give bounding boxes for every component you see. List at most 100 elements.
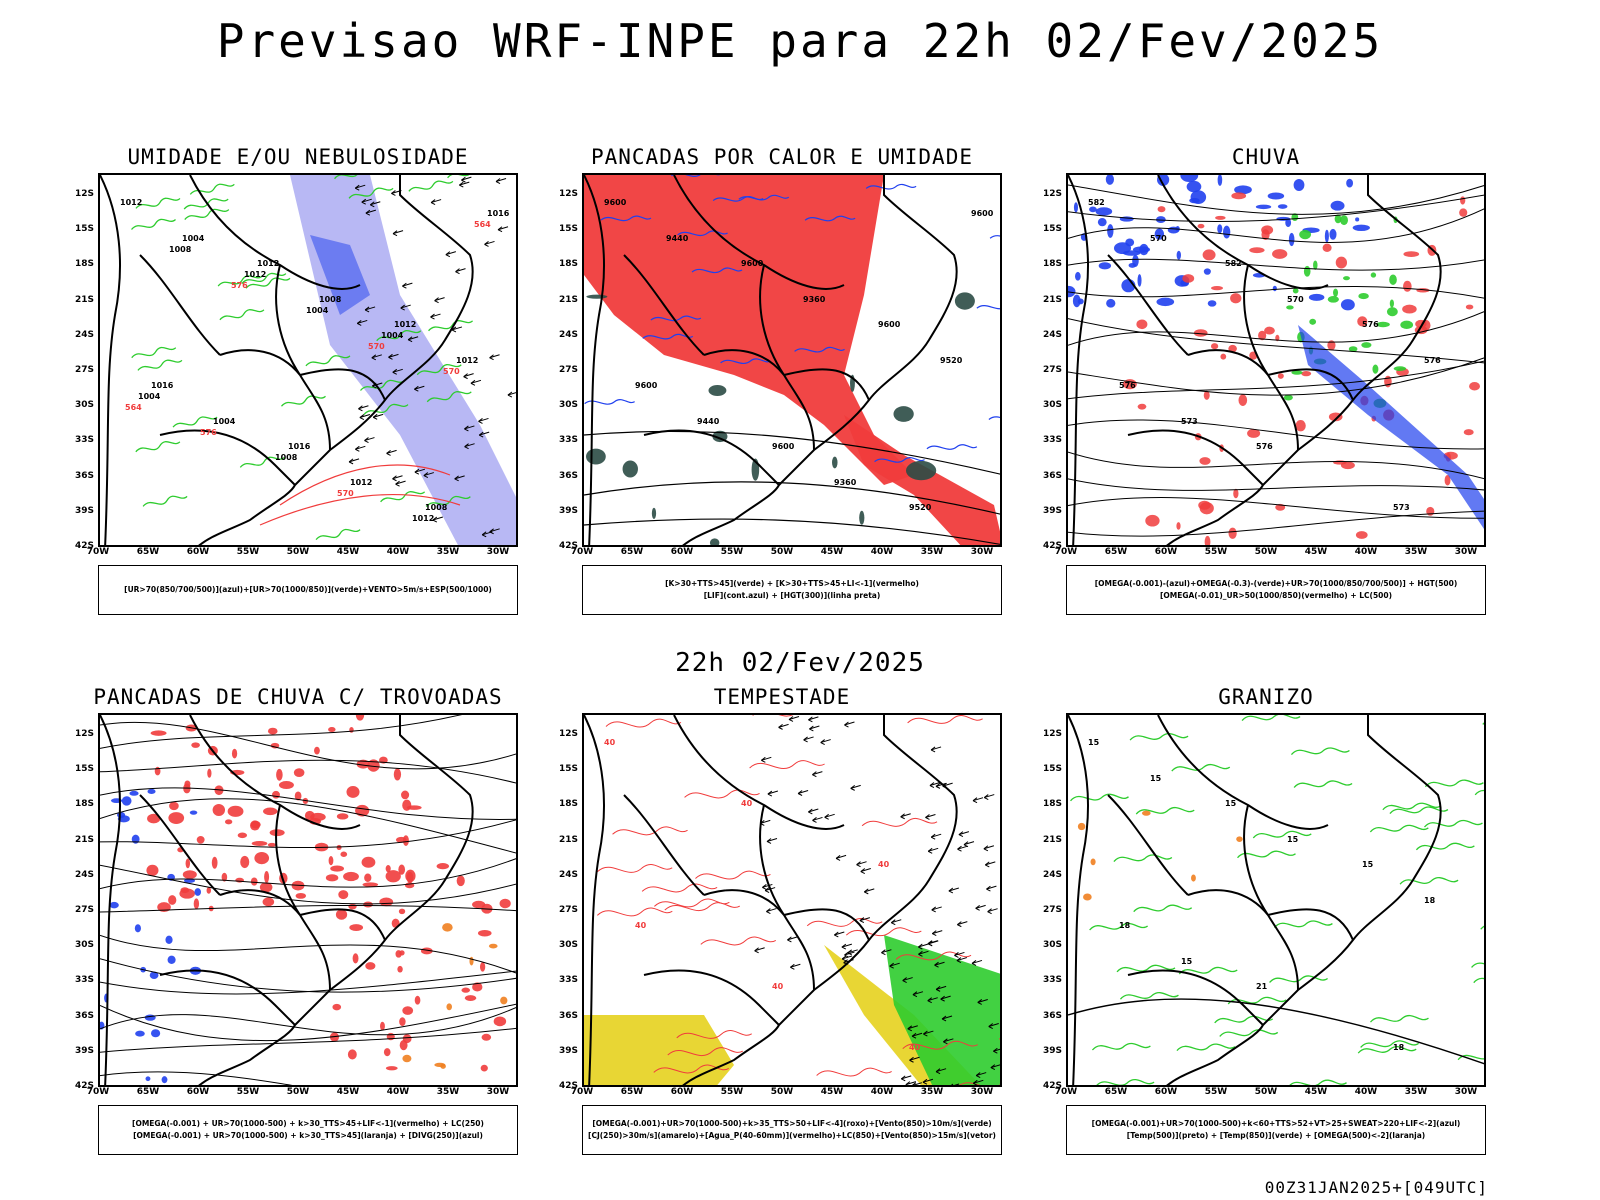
storm-red	[343, 871, 359, 882]
country-border	[189, 175, 361, 290]
storm-red	[211, 856, 218, 869]
lat-tick-label: 12S	[1042, 729, 1062, 739]
storm-red	[294, 791, 302, 801]
temp850-contour	[1457, 1054, 1484, 1061]
lon-tick-label: 65W	[620, 547, 644, 557]
lat-tick-label: 15S	[558, 764, 578, 775]
divergence-blue	[135, 1030, 145, 1037]
wind-vector	[954, 1083, 960, 1085]
storm-red	[347, 1049, 357, 1060]
wind-vector-head	[434, 297, 439, 304]
wind-vector	[386, 449, 397, 454]
wind-vector	[760, 819, 771, 824]
coastline	[1068, 715, 1089, 1085]
omega-red	[1258, 330, 1267, 341]
contour-label: 570	[443, 367, 460, 376]
wind-vector	[901, 1075, 912, 1080]
map-canvas: 15 15 15 18 21 18 15 15 18 15	[1068, 715, 1484, 1085]
legend-line-1: [OMEGA(-0.001)-(azul)+OMEGA(-0.3)-(verde…	[1094, 579, 1458, 588]
wind-vector	[355, 184, 366, 189]
wind-vector-head	[890, 919, 896, 926]
contour-label: 573	[1181, 417, 1198, 426]
lon-axis: 70W 65W 60W 55W 50W 45W 40W 35W 30W	[87, 1087, 518, 1101]
lif-contour	[794, 346, 845, 353]
omega-blue	[1176, 250, 1181, 260]
storm-red	[477, 929, 492, 937]
wind-vector-head	[963, 841, 969, 848]
lon-tick-label: 70W	[570, 1087, 594, 1097]
wind-vector-head	[369, 201, 375, 208]
country-border	[703, 349, 785, 376]
map-canvas: 40 40 40 40 40 40	[584, 715, 1000, 1085]
wind-vector	[990, 1064, 1000, 1069]
wind-vector-head	[930, 833, 936, 840]
wind-vector	[957, 845, 968, 850]
wind-vector-head	[990, 1064, 996, 1071]
omega-red	[1355, 531, 1368, 539]
wind-vector-head	[900, 813, 905, 820]
omega-blue	[1234, 185, 1252, 195]
lon-tick-label: 50W	[1254, 1087, 1278, 1097]
wind-vector	[407, 336, 419, 341]
lon-tick-label: 60W	[670, 1087, 694, 1097]
omega-blue	[1068, 285, 1076, 298]
wind-vector	[478, 417, 489, 422]
storm-red	[456, 875, 465, 887]
omega-green	[1348, 346, 1358, 352]
streamline	[100, 1027, 516, 1053]
lat-tick-label: 15S	[1042, 764, 1062, 775]
wind-vector	[787, 936, 798, 941]
streamline	[1068, 360, 1484, 400]
wind-vector	[402, 282, 413, 287]
streamline	[1068, 258, 1484, 271]
wind-vector-head	[863, 888, 869, 895]
wind-vector	[395, 480, 406, 485]
wind-vector-head	[391, 190, 396, 196]
wind-vector-head	[386, 449, 391, 456]
wind-vector-head	[850, 784, 856, 791]
storm-red	[169, 801, 179, 811]
storm-red	[436, 863, 450, 870]
contour-label: 40	[635, 921, 647, 930]
lat-tick-label: 39S	[558, 505, 578, 516]
omega-red	[1182, 274, 1195, 283]
storm-orange	[446, 1003, 452, 1011]
wind-vector	[808, 808, 819, 813]
omega-red	[1137, 403, 1147, 410]
divergence-blue	[189, 810, 198, 815]
lif-contour	[989, 235, 1000, 239]
streamline	[100, 1071, 293, 1085]
omega-green	[1389, 274, 1397, 285]
wind-vector-head	[808, 808, 813, 815]
instability-dark	[585, 448, 606, 465]
panel-chuva: CHUVA 12S 15S 18S 21S 24S 27S 30S 33S 36S 39S 42S …	[1026, 145, 1506, 635]
omega-red	[1357, 316, 1368, 327]
storm-red	[314, 746, 320, 755]
storm-red	[402, 835, 409, 846]
omega-red	[1199, 457, 1211, 465]
wind-vector	[479, 431, 490, 436]
lon-tick-label: 65W	[1104, 547, 1128, 557]
wind-vector-head	[881, 949, 886, 956]
lon-tick-label: 35W	[920, 547, 944, 557]
lat-axis: 12S 15S 18S 21S 24S 27S 30S 33S 36S 39S 42S	[1026, 713, 1066, 1091]
lat-tick-label: 33S	[558, 975, 578, 986]
storm-red	[480, 1064, 488, 1072]
contour-label: 570	[1150, 234, 1167, 243]
wind-vector	[930, 746, 942, 751]
contour-label: 15	[1150, 774, 1162, 783]
wind-vector	[900, 813, 911, 818]
wind-vector-head	[365, 209, 371, 216]
wind-vector	[464, 443, 475, 448]
lon-tick-label: 40W	[386, 1087, 410, 1097]
temp850-contour	[1135, 806, 1195, 815]
omega-green	[1393, 366, 1407, 371]
storm-red	[267, 727, 278, 735]
wind-vector	[361, 198, 372, 203]
omega-red	[1264, 326, 1275, 335]
green-contour	[425, 495, 471, 508]
pw-contour	[664, 902, 741, 912]
pw-contour	[667, 1047, 744, 1057]
lon-tick-label: 50W	[286, 547, 310, 557]
wind-vector-head	[820, 739, 825, 746]
